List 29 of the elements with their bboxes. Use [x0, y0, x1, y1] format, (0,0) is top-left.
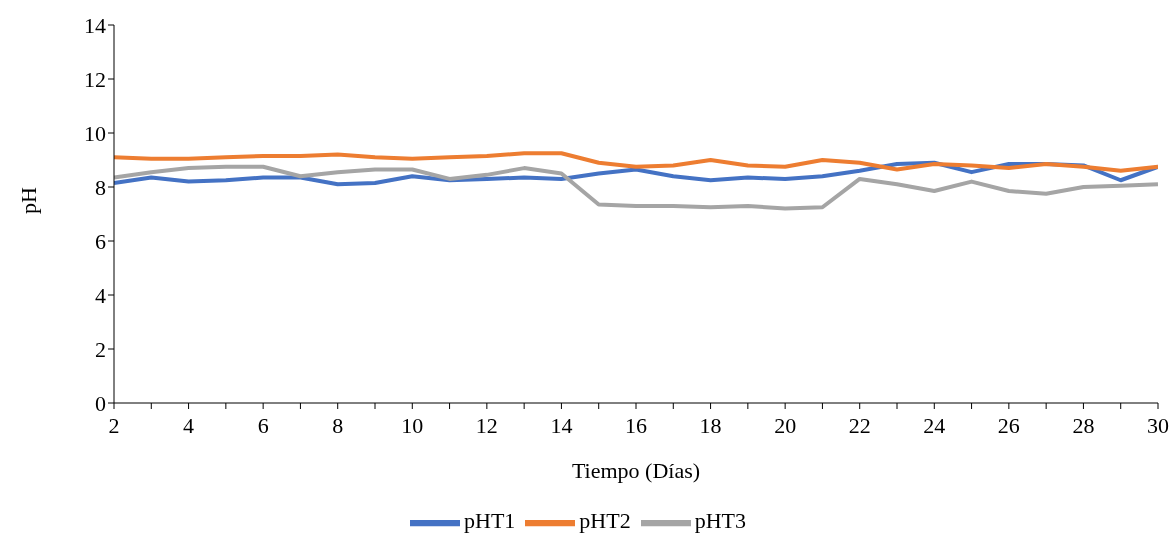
line-series [114, 151, 1158, 173]
x-tick-label: 18 [699, 412, 722, 438]
x-tick-label: 26 [997, 412, 1020, 438]
x-tick-label: 16 [625, 412, 647, 438]
x-tick-label: 14 [550, 412, 573, 438]
y-tick-label: 4 [95, 282, 106, 308]
x-tick-label: 4 [183, 412, 195, 438]
legend-label: pHT1 [464, 508, 516, 534]
y-tick-label: 8 [95, 174, 106, 200]
y-tick-label: 12 [84, 66, 106, 92]
y-axis-title: pH [15, 187, 41, 214]
y-tick-label: 14 [84, 12, 106, 38]
x-tick-label: 20 [774, 412, 797, 438]
y-tick-label: 0 [95, 390, 106, 416]
legend-label: pHT2 [579, 508, 631, 534]
x-tick-label: 30 [1147, 412, 1169, 438]
x-tick-label: 6 [257, 412, 269, 438]
x-axis-title: Tiempo (Días) [571, 458, 701, 483]
x-tick-label: 22 [848, 412, 871, 438]
x-tick-label: 24 [923, 412, 946, 438]
x-tick-label: 8 [332, 412, 344, 438]
y-tick-label: 2 [95, 336, 106, 362]
x-tick-label: 12 [475, 412, 498, 438]
line-series [114, 164, 1158, 211]
y-tick-label: 6 [95, 228, 106, 254]
legend-label: pHT3 [694, 508, 746, 534]
x-tick-label: 10 [401, 412, 424, 438]
y-tick-label: 10 [84, 120, 106, 146]
x-tick-label: 28 [1072, 412, 1095, 438]
